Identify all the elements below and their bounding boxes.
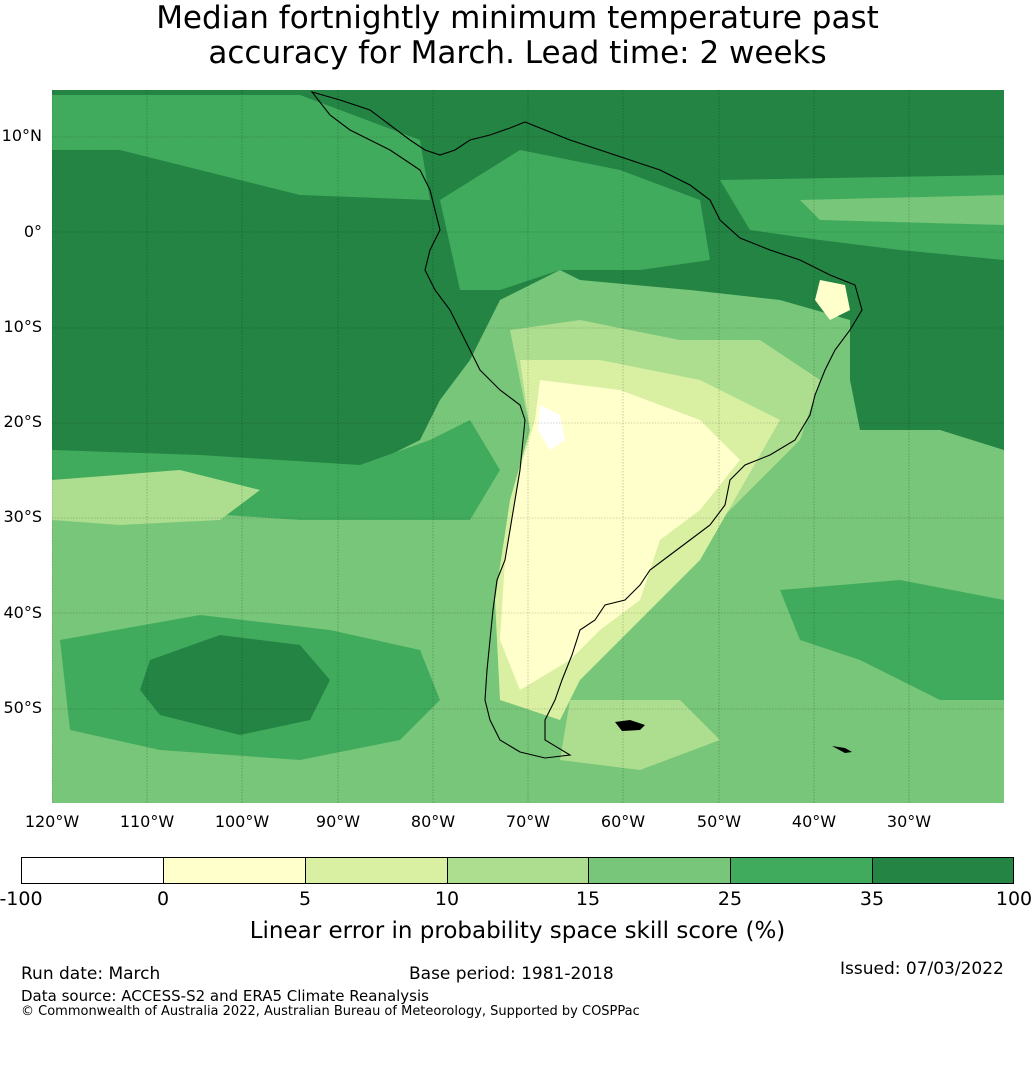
base-period: Base period: 1981-2018 xyxy=(409,964,614,984)
lat-label-50s: 50°S xyxy=(3,698,42,717)
region-darkest-south-pacific xyxy=(140,635,330,735)
lat-label-10n: 10°N xyxy=(1,126,42,145)
run-date: Run date: March xyxy=(21,964,161,984)
lon-label-80w: 80°W xyxy=(410,812,456,831)
region-patagonia-sea xyxy=(560,700,720,770)
lon-label-30w: 30°W xyxy=(886,812,932,831)
colorbar-segment-3 xyxy=(305,857,447,884)
region-light-pacific xyxy=(52,470,260,525)
chart-title-line2: accuracy for March. Lead time: 2 weeks xyxy=(208,35,827,71)
colorbar-label: Linear error in probability space skill … xyxy=(249,918,786,944)
falkland-islands xyxy=(615,720,645,731)
lat-label-0: 0° xyxy=(23,222,42,241)
region-nordeste-peak xyxy=(815,280,850,320)
data-source: Data source: ACCESS-S2 and ERA5 Climate … xyxy=(21,987,429,1005)
colorbar-tick-label: 0 xyxy=(156,888,170,910)
lon-label-100w: 100°W xyxy=(214,812,270,831)
region-amazon xyxy=(440,150,710,290)
graticule xyxy=(52,90,1004,803)
lon-label-50w: 50°W xyxy=(696,812,742,831)
lat-label-10s: 10°S xyxy=(3,317,42,336)
lat-label-40s: 40°S xyxy=(3,603,42,622)
region-south-cone-0 xyxy=(500,380,740,690)
lon-label-60w: 60°W xyxy=(600,812,646,831)
colorbar-segment-5 xyxy=(588,857,730,884)
colorbar-segment-1 xyxy=(21,857,163,884)
lon-label-40w: 40°W xyxy=(791,812,837,831)
lon-label-120w: 120°W xyxy=(24,812,80,831)
colorbar-tick-label: 10 xyxy=(434,888,460,910)
colorbar-segment-6 xyxy=(730,857,872,884)
lon-label-70w: 70°W xyxy=(505,812,551,831)
issued-date: Issued: 07/03/2022 xyxy=(840,959,1004,979)
colorbar-segment-2 xyxy=(163,857,305,884)
region-mid-north-pacific xyxy=(52,95,430,200)
region-andes-peak xyxy=(538,405,565,450)
chart-title-line1: Median fortnightly minimum temperature p… xyxy=(156,0,879,36)
copyright: © Commonwealth of Australia 2022, Austra… xyxy=(21,1004,640,1019)
lat-label-30s: 30°S xyxy=(3,507,42,526)
region-light-atlantic-band xyxy=(800,195,1004,225)
colorbar-tick-label: 35 xyxy=(859,888,885,910)
colorbar-tick-label: -100 xyxy=(0,888,43,910)
south-america-coastline xyxy=(310,91,863,759)
region-atlantic-south xyxy=(780,580,1004,700)
colorbar-segment-4 xyxy=(447,857,588,884)
colorbar-tick-label: 15 xyxy=(575,888,601,910)
lon-label-90w: 90°W xyxy=(315,812,361,831)
colorbar-tick-label: 5 xyxy=(298,888,312,910)
colorbar-tick-label: 25 xyxy=(717,888,743,910)
lon-label-110w: 110°W xyxy=(119,812,175,831)
colorbar-segment-7 xyxy=(872,857,1014,884)
lat-label-20s: 20°S xyxy=(3,412,42,431)
south-georgia xyxy=(832,746,852,753)
colorbar-tick-label: 100 xyxy=(995,888,1033,910)
skill-map xyxy=(52,90,1004,803)
